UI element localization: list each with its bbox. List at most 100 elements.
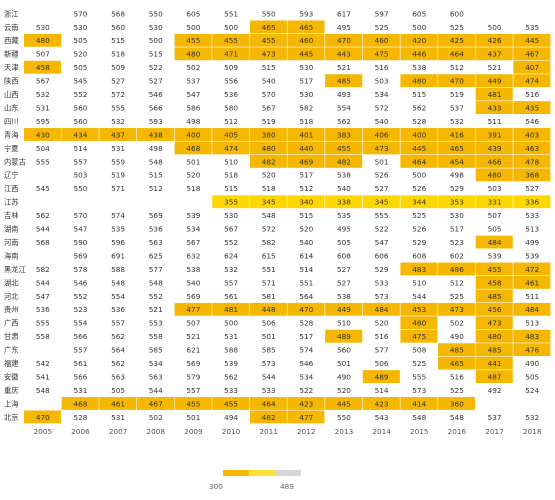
heatmap-cell: [24, 101, 62, 114]
heatmap-cell: [438, 87, 476, 101]
heatmap-cell: [249, 329, 287, 343]
cell-value: 538: [412, 63, 426, 72]
heatmap-cell: [136, 222, 174, 236]
heatmap-cell: [287, 7, 325, 20]
heatmap-cell: [287, 74, 325, 88]
cell-value: 464: [262, 399, 276, 408]
cell-value: 524: [525, 386, 539, 395]
cell-value: 573: [262, 359, 276, 368]
legend-swatch: [223, 470, 249, 476]
cell-value: 503: [375, 77, 389, 86]
heatmap-cell: [287, 410, 325, 424]
heatmap-cell: [513, 7, 551, 20]
cell-value: 461: [111, 399, 125, 408]
cell-value: 625: [149, 251, 163, 260]
heatmap-cell: [513, 289, 551, 303]
heatmap-cell: [136, 168, 174, 182]
heatmap-cell: [362, 60, 400, 74]
heatmap-cell: [475, 235, 513, 249]
cell-value: 570: [262, 90, 276, 99]
cell-value: 544: [36, 278, 50, 287]
heatmap-cell: [174, 87, 212, 101]
heatmap-cell: [212, 262, 250, 276]
cell-value: 516: [375, 332, 389, 341]
cell-value: 423: [299, 399, 313, 408]
heatmap-cell: [475, 154, 513, 168]
heatmap-cell: [24, 397, 62, 410]
heatmap-cell: [99, 343, 137, 357]
cell-value: 533: [224, 386, 238, 395]
heatmap-cell: [24, 262, 62, 276]
heatmap-cell: [61, 222, 99, 236]
cell-value: 570: [73, 211, 87, 220]
heatmap-cell: [362, 410, 400, 424]
heatmap-cell: [287, 370, 325, 383]
cell-value: 505: [525, 372, 539, 381]
cell-value: 490: [450, 332, 464, 341]
heatmap-cell: [475, 343, 513, 357]
year-label: 2009: [184, 427, 203, 436]
heatmap-cell: [475, 20, 513, 34]
heatmap-cell: [475, 410, 513, 424]
heatmap-cell: [212, 302, 250, 316]
row-labels: 浙江云南西藏新疆天津陕西山西山东四川青海宁夏内蒙古辽宁江西江苏吉林湖南河南海南黑…: [4, 9, 26, 422]
heatmap-cell: [513, 114, 551, 128]
heatmap-cell: [287, 87, 325, 101]
cell-value: 530: [149, 23, 163, 32]
cell-value: 532: [224, 265, 238, 274]
cell-value: 544: [149, 386, 163, 395]
cell-value: 528: [299, 319, 313, 328]
cell-value: 507: [36, 50, 50, 59]
cell-value: 531: [224, 332, 238, 341]
cell-value: 516: [375, 63, 389, 72]
cell-value: 566: [73, 332, 87, 341]
cell-value: 536: [36, 305, 50, 314]
cell-value: 530: [224, 211, 238, 220]
cell-value: 512: [450, 63, 464, 72]
heatmap-cell: [325, 316, 363, 330]
cell-value: 552: [149, 292, 163, 301]
heatmap-cell: [61, 276, 99, 289]
heatmap-cell: [362, 128, 400, 141]
cell-value: 498: [149, 144, 163, 153]
cell-value: 473: [375, 144, 389, 153]
heatmap-cell: [325, 276, 363, 289]
cell-value: 443: [337, 50, 351, 59]
heatmap-cell: [174, 208, 212, 222]
heatmap-cell: [287, 302, 325, 316]
heatmap-cell: [438, 329, 476, 343]
cell-value: 473: [488, 319, 502, 328]
heatmap-cell: [136, 195, 174, 209]
heatmap-cell: [362, 114, 400, 128]
heatmap-cell: [136, 235, 174, 249]
heatmap-cell: [212, 410, 250, 424]
heatmap-cell: [99, 128, 137, 141]
heatmap-cell: [325, 33, 363, 47]
heatmap-cell: [325, 114, 363, 128]
cell-value: 572: [111, 90, 125, 99]
legend-max-label: 489: [280, 482, 294, 491]
cell-value: 507: [186, 319, 200, 328]
heatmap-cell: [136, 383, 174, 397]
cell-value: 455: [186, 36, 200, 45]
cell-value: 425: [450, 36, 464, 45]
cell-value: 571: [111, 184, 125, 193]
heatmap-cell: [325, 181, 363, 195]
cell-value: 502: [149, 413, 163, 422]
heatmap-cell: [287, 208, 325, 222]
heatmap-cell: [400, 114, 438, 128]
cell-value: 514: [375, 386, 389, 395]
cell-value: 467: [525, 50, 539, 59]
cell-value: 492: [488, 386, 502, 395]
cell-value: 605: [186, 9, 200, 18]
heatmap-cell: [24, 181, 62, 195]
cell-value: 445: [299, 50, 313, 59]
cell-value: 562: [224, 372, 238, 381]
cell-value: 430: [36, 130, 50, 139]
heatmap-cell: [400, 87, 438, 101]
cell-value: 563: [149, 372, 163, 381]
heatmap-cell: [212, 397, 250, 410]
heatmap-cell: [513, 74, 551, 88]
cell-value: 597: [375, 9, 389, 18]
cell-value: 484: [488, 238, 502, 247]
